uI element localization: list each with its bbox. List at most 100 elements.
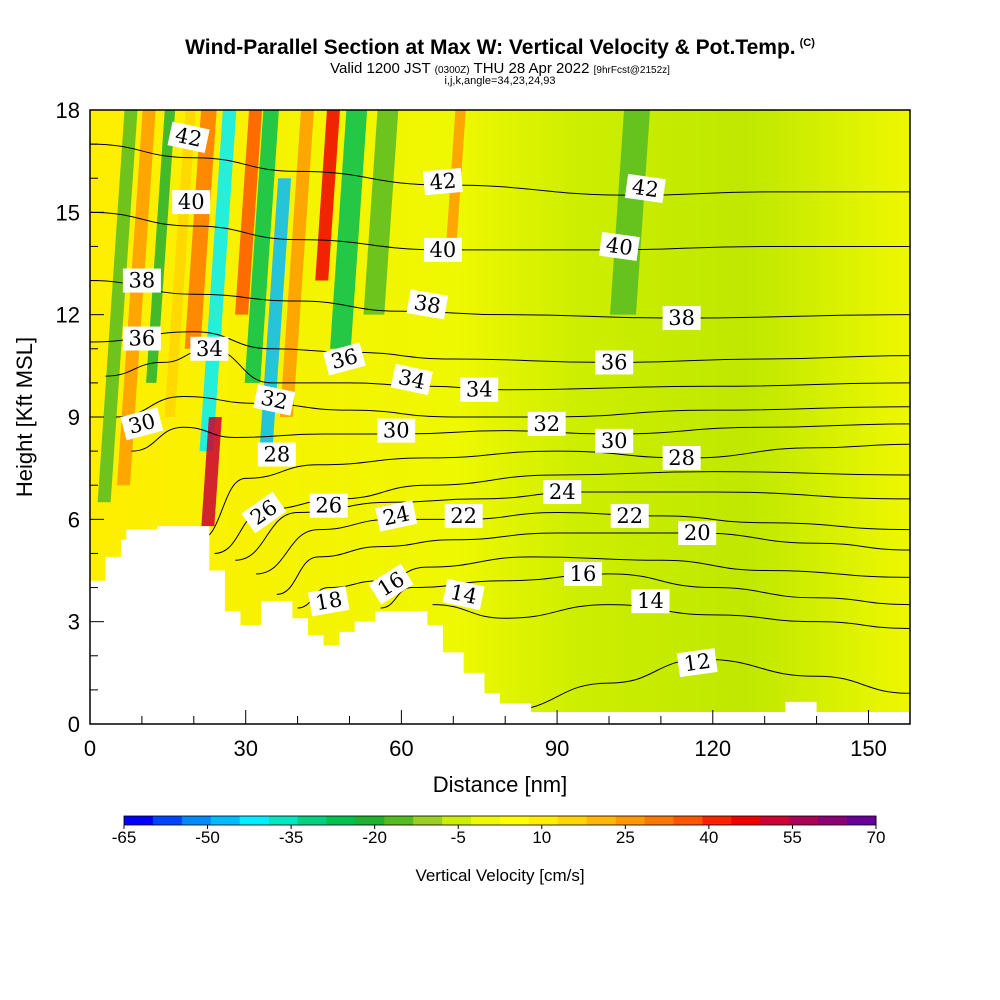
colorbar-swatch — [297, 816, 327, 825]
contour-label-box — [422, 168, 463, 196]
colorbar-swatch — [731, 816, 761, 825]
colorbar-tick-label: 55 — [783, 828, 802, 847]
contour-label: 38 — [406, 289, 449, 320]
contour-label-text: 22 — [616, 504, 643, 528]
contour-label: 28 — [662, 445, 701, 470]
contour-label-text: 28 — [668, 446, 695, 470]
chart-title-main: Wind-Parallel Section at Max W: Vertical… — [185, 36, 796, 59]
contour-label-text: 34 — [396, 365, 427, 394]
contour-label-text: 40 — [430, 238, 457, 262]
contour-label-box — [307, 586, 350, 617]
contour-label-text: 42 — [429, 169, 458, 195]
theta-contour-32 — [115, 396, 910, 418]
y-tick-label: 15 — [56, 200, 80, 225]
contour-label-box — [406, 289, 449, 320]
theta-contour-42 — [90, 143, 910, 196]
contour-label-box — [527, 411, 566, 436]
colorbar-swatch — [615, 816, 646, 825]
colorbar-swatch — [442, 816, 472, 825]
colorbar-tick-label: 25 — [616, 828, 635, 847]
contour-label-text: 30 — [383, 419, 410, 443]
colorbar-swatch — [789, 816, 819, 825]
contour-label-text: 30 — [601, 429, 628, 453]
contour-label-box — [190, 336, 229, 361]
colorbar-swatch — [500, 816, 530, 825]
contour-label-text: 26 — [315, 494, 342, 518]
contour-label-text: 24 — [381, 501, 412, 530]
valid-prefix: Valid 1200 JST — [330, 60, 431, 77]
colorbar-swatch — [557, 816, 588, 825]
contour-label-text: 40 — [604, 233, 634, 260]
contour-label-text: 42 — [173, 123, 204, 152]
contour-label-text: 38 — [412, 290, 442, 318]
contour-label-box — [662, 445, 701, 470]
contour-label: 22 — [610, 503, 649, 528]
contour-label: 40 — [172, 190, 211, 215]
contour-label-text: 36 — [601, 350, 628, 374]
contour-label: 40 — [598, 231, 640, 261]
colorbar-swatch — [644, 816, 675, 825]
contour-label: 24 — [543, 480, 582, 505]
x-axis-label: Distance [nm] — [433, 772, 568, 797]
y-axis-label: Height [Kft MSL] — [12, 337, 37, 497]
contour-label: 16 — [564, 561, 603, 586]
colorbar-tick-label: -50 — [195, 828, 220, 847]
contour-label-box — [662, 306, 701, 331]
contour-label-box — [460, 377, 499, 402]
velocity-band — [279, 110, 314, 417]
contour-label-box — [423, 237, 462, 262]
colorbar-swatch — [413, 816, 443, 825]
velocity-band — [199, 110, 237, 452]
contour-label-box — [241, 491, 287, 534]
velocity-band — [235, 110, 263, 315]
x-tick-label: 120 — [694, 736, 731, 761]
contour-label-box — [676, 648, 718, 678]
contour-label-text: 36 — [129, 327, 156, 351]
colorbar-swatch — [760, 816, 790, 825]
contour-label-box — [122, 326, 161, 351]
contour-label-box — [377, 418, 416, 443]
theta-contours — [90, 143, 910, 711]
velocity-band — [610, 110, 650, 315]
velocity-band — [97, 110, 138, 503]
colorbar-swatch — [124, 816, 154, 825]
grid-indices: i,j,k,angle=34,23,24,93 — [444, 75, 556, 87]
colorbar-swatch — [384, 816, 414, 825]
contour-label-box — [390, 363, 433, 396]
contour-label-text: 32 — [259, 385, 290, 414]
theta-contour-24 — [235, 491, 910, 561]
velocity-band — [116, 110, 156, 486]
contour-label: 14 — [631, 589, 670, 614]
contour-label-box — [309, 493, 348, 518]
y-tick-label: 3 — [68, 610, 80, 635]
x-tick-label: 30 — [233, 736, 257, 761]
colorbar-tick-label: -20 — [362, 828, 387, 847]
contour-label: 42 — [167, 121, 210, 153]
contour-label-text: 20 — [684, 521, 711, 545]
contour-label: 40 — [423, 237, 462, 262]
contour-label: 22 — [444, 503, 483, 528]
colorbar-label: Vertical Velocity [cm/s] — [415, 866, 584, 885]
contour-label-text: 42 — [630, 175, 660, 202]
colorbar-swatch — [847, 816, 877, 825]
contour-label: 26 — [309, 493, 348, 518]
theta-contour-36 — [90, 331, 910, 363]
contour-label-text: 28 — [263, 443, 290, 467]
contour-label-box — [375, 500, 418, 532]
forecast-info: [9hrFcst@2152z] — [593, 65, 670, 76]
contour-label: 30 — [595, 428, 634, 453]
contour-label-text: 34 — [196, 337, 223, 361]
velocity-band — [184, 110, 217, 349]
theta-contour-22 — [256, 512, 910, 575]
colorbar-swatch — [181, 816, 212, 825]
contour-label: 34 — [190, 336, 229, 361]
y-tick-label: 6 — [68, 507, 80, 532]
contour-label-box — [564, 561, 603, 586]
contour-label: 12 — [676, 648, 718, 678]
colorbar-swatch — [152, 816, 183, 825]
contour-label: 32 — [527, 411, 566, 436]
contour-label-box — [595, 350, 634, 375]
colorbar-tick-label: -65 — [112, 828, 137, 847]
